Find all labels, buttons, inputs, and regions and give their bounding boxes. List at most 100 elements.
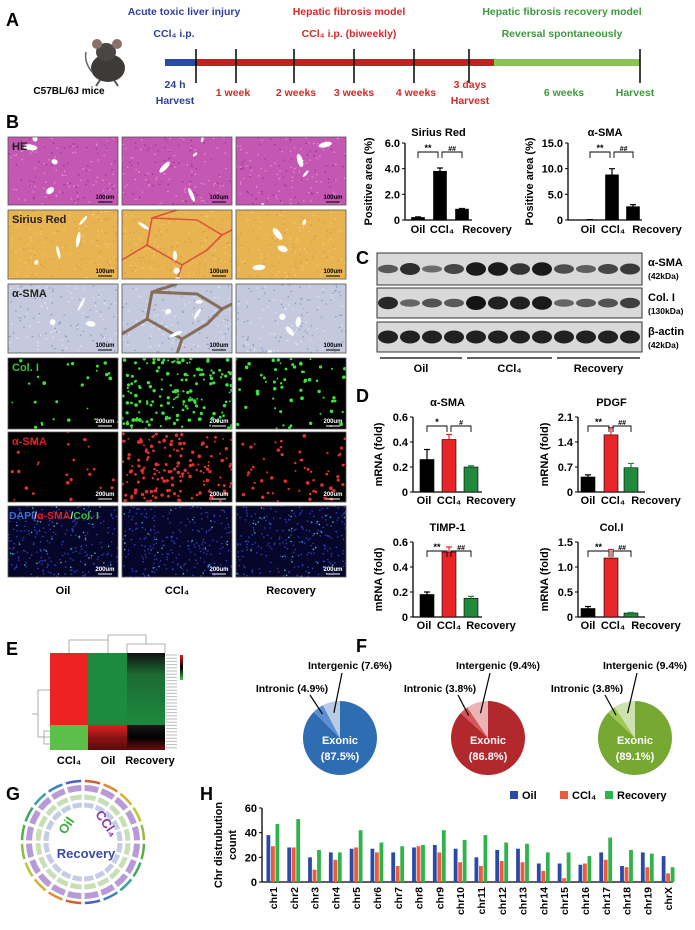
y-tick-label: 0	[251, 877, 257, 889]
y-tick-label: 2.1	[558, 412, 573, 424]
circos-track-segment	[65, 779, 82, 785]
circos-track-segment	[26, 826, 35, 841]
significance-mark: ##	[457, 545, 465, 552]
blot-protein-label: β-actin	[648, 326, 684, 338]
micrograph-merge-recovery: 200um	[235, 505, 347, 578]
x-tick-label: Recovery	[631, 620, 681, 632]
bar-oil	[308, 857, 312, 882]
x-tick-label: chr13	[518, 887, 530, 915]
circos-track-segment	[100, 884, 116, 896]
y-axis-label: count	[227, 830, 239, 860]
circos-track-segment	[83, 802, 95, 809]
circos-track-segment	[67, 785, 82, 794]
heatmap-column-label: Recovery	[125, 755, 175, 767]
circos-track-segment	[45, 804, 58, 817]
heatmap-cell	[127, 653, 165, 725]
acute-subtitle: CCl₄ i.p.	[153, 28, 194, 40]
legend-swatch	[605, 791, 613, 799]
timeline-mark-label: Harvest	[616, 87, 655, 99]
circos-track-segment	[97, 797, 110, 807]
circos-track-segment	[131, 843, 140, 858]
circos-track-segment	[108, 804, 121, 817]
significance-mark: #	[459, 420, 463, 427]
merge-label-part: α-SMA	[37, 510, 71, 522]
error-bar	[628, 462, 634, 468]
blot-band	[576, 298, 596, 308]
heatmap: CCl₄ Oil Recovery	[32, 634, 183, 767]
bar-recovery	[400, 846, 405, 882]
circos-track-segment	[94, 804, 106, 814]
scale-bar-label: 100um	[95, 269, 114, 275]
x-tick-label: Recovery	[466, 620, 516, 632]
bar-chart--sma: 0 5.0 10.0 15.0 Oil CCl₄ Recovery ** ## α-SMA Posi…	[524, 127, 683, 236]
heatmap-cell	[127, 725, 165, 750]
chart-title: Col.I	[600, 522, 624, 534]
micrograph-sirius-ccl4: 100um	[121, 209, 233, 280]
bar	[623, 612, 639, 618]
bar-oil	[495, 849, 500, 882]
y-tick-label: 1.5	[558, 537, 573, 549]
circos-track-segment	[140, 824, 146, 841]
circos-track-segment	[118, 815, 128, 828]
bar-ccl	[479, 865, 483, 882]
slice-label: Exonic	[322, 735, 358, 747]
blot-band	[378, 296, 398, 310]
group-label: CCl₄	[165, 585, 189, 597]
slice-label-intergenic: Intergenic (9.4%)	[456, 660, 540, 672]
significance-bracket	[589, 151, 611, 158]
blot-protein-label: α-SMA	[648, 257, 683, 269]
bar	[603, 557, 619, 618]
y-tick-label: 60	[245, 803, 257, 815]
y-tick-label: 0.4	[393, 437, 409, 449]
bar	[441, 439, 457, 493]
blot-band	[620, 330, 640, 344]
x-tick-label: Oil	[581, 224, 596, 236]
western-blot: α-SMA (42kDa) Col. I (130kDa) β-actin (42kDa)…	[376, 252, 684, 375]
scale-bar-label: 200um	[209, 419, 228, 425]
scale-bar-label: 100um	[209, 195, 228, 201]
x-tick-label: chr7	[393, 887, 405, 909]
scale-bar-label: 100um	[323, 195, 342, 201]
blot-band	[598, 330, 618, 344]
fibrosis-title: Hepatic fibrosis model	[293, 6, 406, 18]
leader-line	[309, 694, 324, 715]
circos-track-segment	[116, 842, 123, 854]
pie-slice-intronic	[313, 705, 340, 738]
blot-protein-label: Col. I	[648, 292, 675, 304]
lane-group-label: Recovery	[574, 363, 624, 375]
column-dendrogram	[68, 634, 166, 653]
y-tick-label: 20	[245, 852, 257, 864]
bar-recovery	[566, 852, 571, 882]
circos-track-segment	[20, 824, 26, 841]
blot-band	[620, 297, 640, 309]
bar-recovery	[587, 856, 592, 882]
scale-bar-label: 200um	[95, 567, 114, 573]
micrograph-ihc-oil: 100um	[7, 283, 119, 354]
circos-track-segment	[104, 863, 115, 874]
blot-band	[510, 330, 530, 344]
bar-oil	[599, 852, 604, 882]
bar-recovery	[525, 843, 529, 882]
bar-ccl	[416, 846, 421, 882]
bar-ccl	[624, 867, 629, 882]
blot-band	[378, 330, 398, 344]
legend-swatch	[510, 791, 518, 799]
bar-chart-timp-1: 0 0.2 0.4 0.6 Oil CCl₄ Recovery ** ## TIMP-1 mRNA …	[373, 522, 517, 632]
heatmap-cell	[88, 725, 127, 750]
bar-recovery	[504, 842, 509, 882]
merge-stain-label: DAPI/α-SMA/Col. I	[9, 510, 99, 522]
circos-track-segment	[50, 884, 66, 896]
y-tick-label: 0	[402, 612, 408, 624]
y-axis-label: Positive area (%)	[363, 137, 375, 225]
y-tick-label: 0.2	[393, 462, 408, 474]
circos-track-segment	[132, 806, 142, 822]
x-tick-label: chr17	[601, 887, 613, 915]
bar	[603, 434, 619, 493]
bar-recovery	[545, 852, 550, 882]
circos-track-segment	[84, 899, 101, 905]
error-bar	[585, 474, 591, 477]
slice-label: Exonic	[617, 735, 653, 747]
bar-ccl	[458, 862, 462, 882]
significance-bracket	[441, 151, 463, 158]
